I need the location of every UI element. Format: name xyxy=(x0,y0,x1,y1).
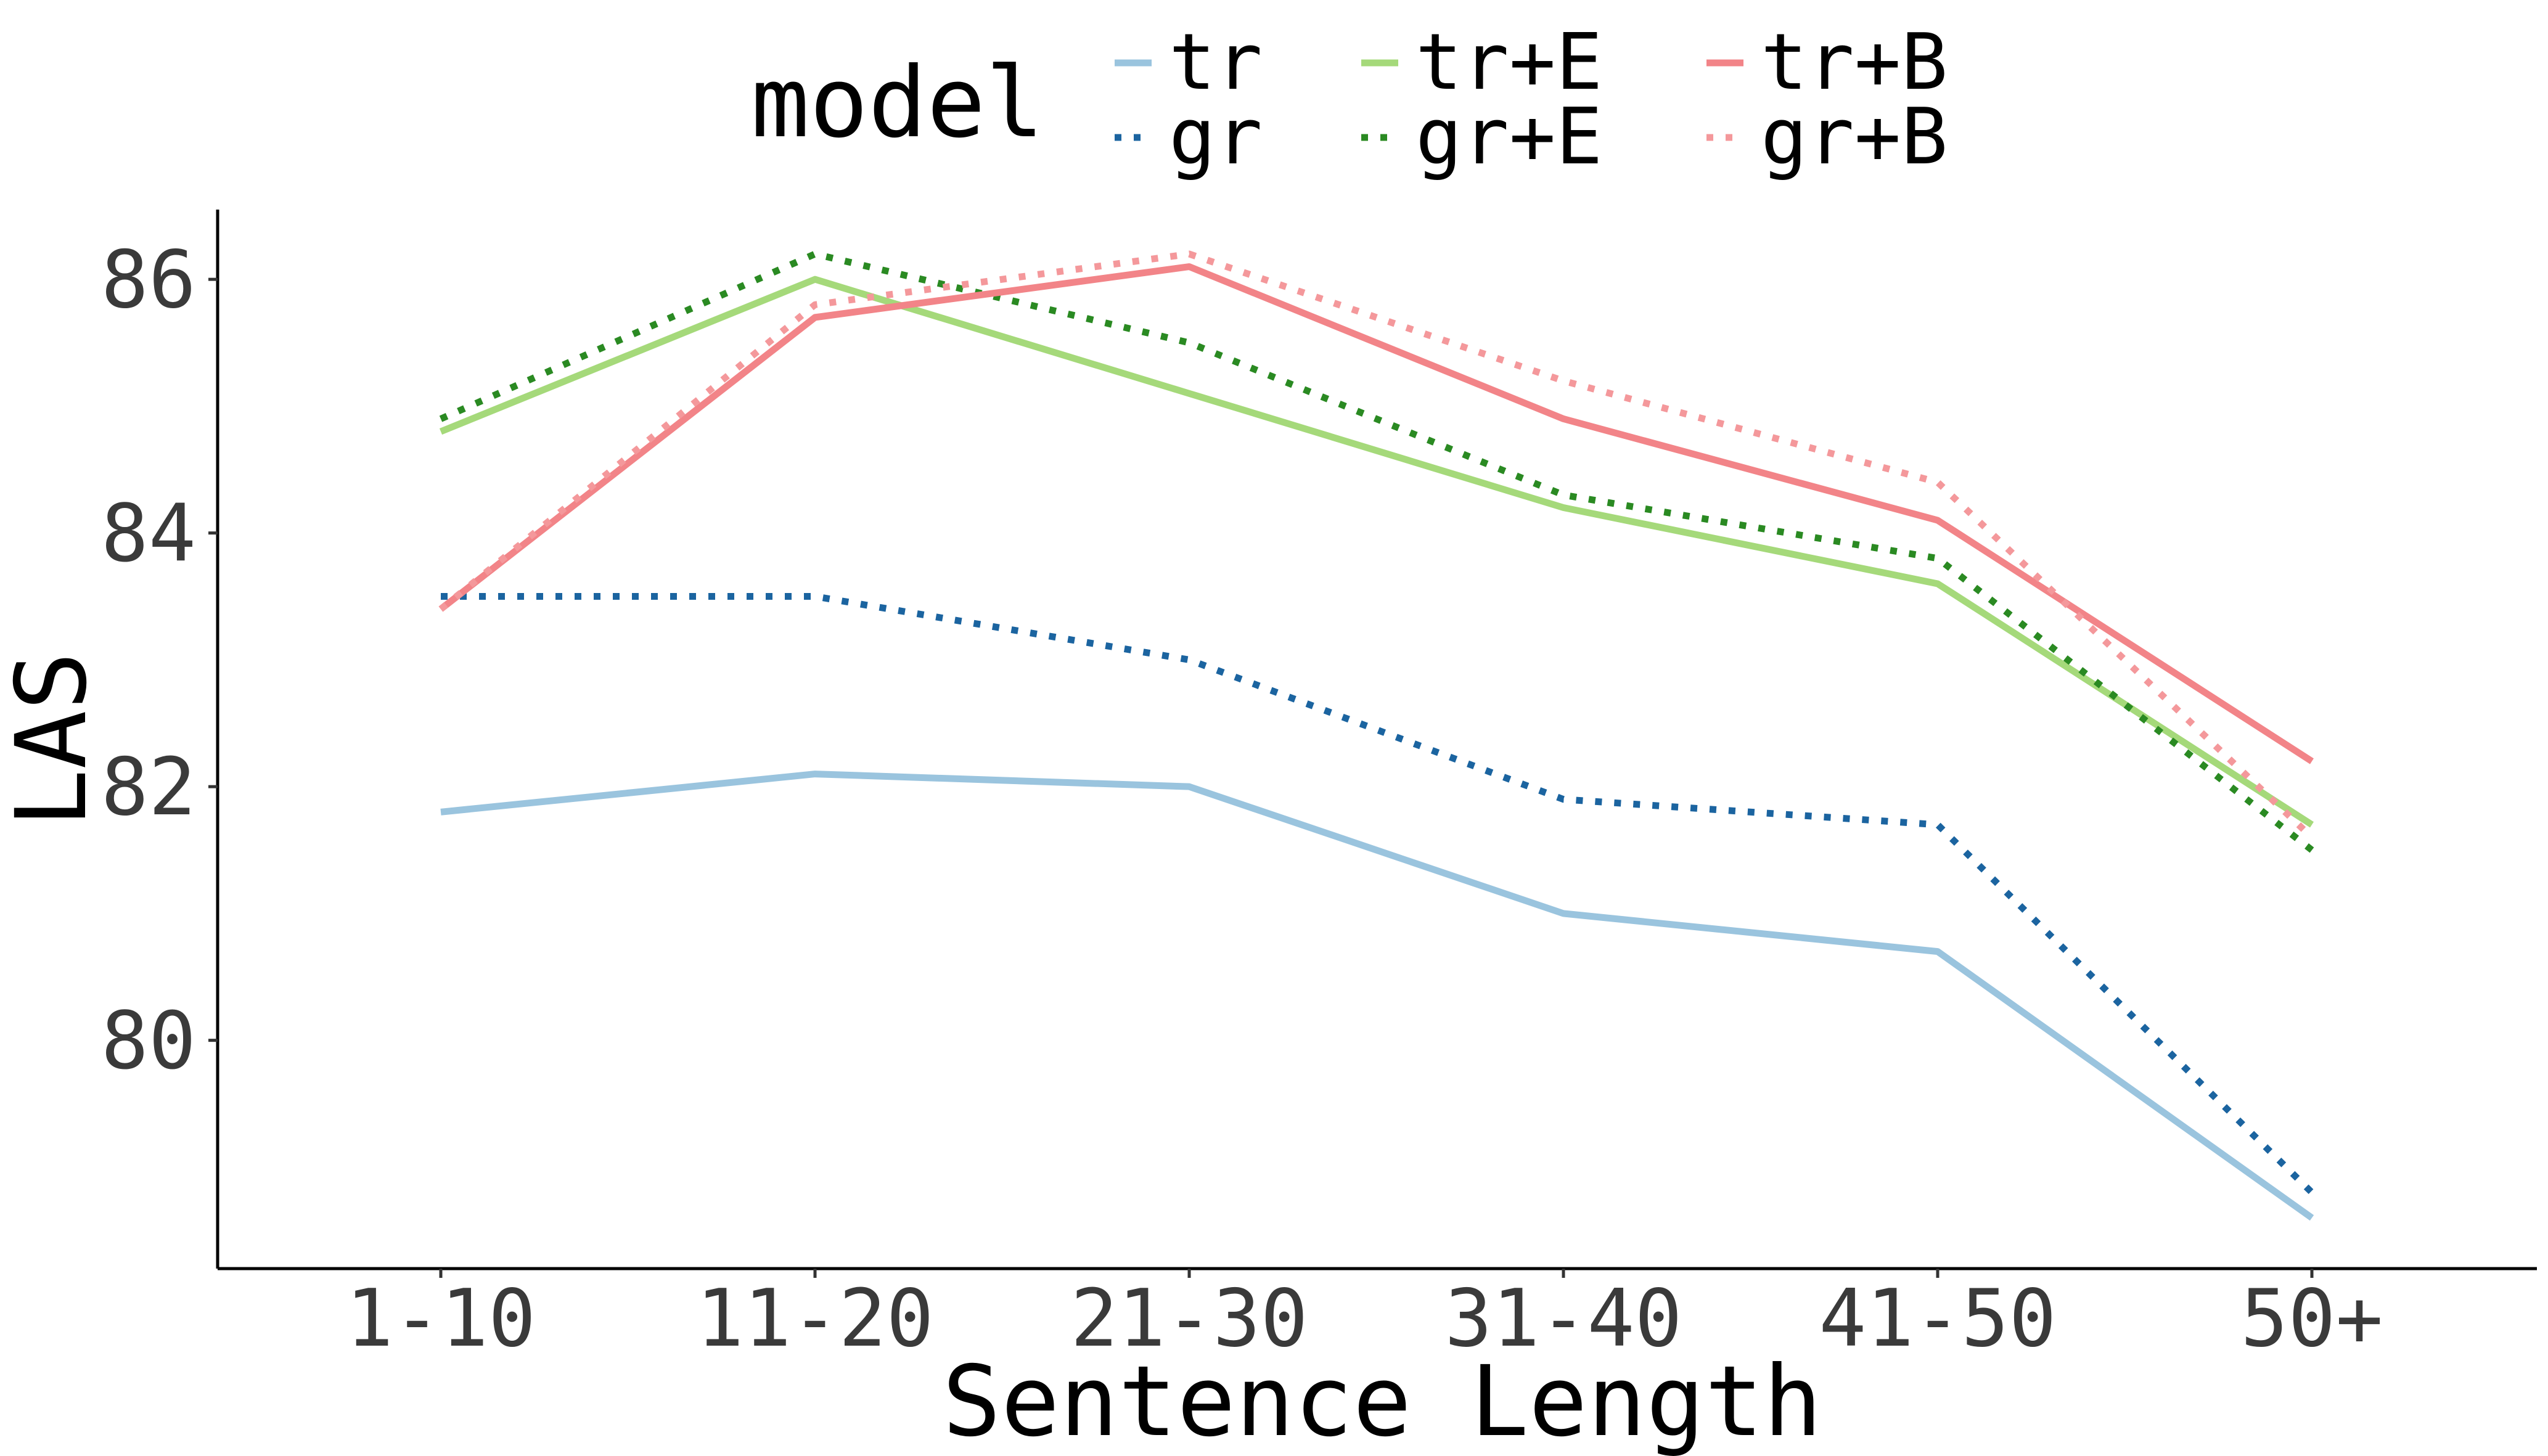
x-tick-label: 21-30 xyxy=(1070,1273,1308,1365)
x-axis-ticks: 1-10 11-20 21-30 31-40 41-50 50+ xyxy=(346,1269,2383,1365)
series-line-gr-plus-b xyxy=(438,250,2314,840)
y-tick-label: 80 xyxy=(101,996,196,1087)
legend-label: gr+E xyxy=(1415,91,1602,182)
y-tick-label: 82 xyxy=(101,742,196,833)
x-tick-label: 41-50 xyxy=(1819,1273,2056,1365)
x-tick-label: 11-20 xyxy=(696,1273,933,1365)
x-tick-label: 31-40 xyxy=(1444,1273,1682,1365)
y-axis-title: LAS xyxy=(0,652,109,827)
y-axis-ticks: 80 82 84 86 xyxy=(101,234,218,1087)
legend-title: model xyxy=(751,46,1044,160)
series-line-tr-plus-b xyxy=(438,263,2314,764)
x-tick-label: 1-10 xyxy=(346,1273,536,1365)
legend-label: tr+E xyxy=(1415,17,1602,107)
series-line-tr-plus-e xyxy=(439,276,2314,828)
y-tick-label: 86 xyxy=(101,234,196,326)
legend-label: tr xyxy=(1169,17,1263,107)
series-line-tr xyxy=(440,771,2314,1221)
series-line-gr-plus-e xyxy=(439,250,2314,853)
x-axis-title: Sentence Length xyxy=(943,1345,1822,1456)
plot-area: 80 82 84 86 1-10 11-20 21-30 31-40 41-50 50+ xyxy=(101,210,2537,1365)
legend-label: tr+B xyxy=(1761,17,1948,107)
x-tick-label: 50+ xyxy=(2240,1273,2383,1365)
legend-label: gr+B xyxy=(1761,91,1948,182)
legend-label: gr xyxy=(1169,91,1263,182)
series-line-gr xyxy=(441,593,2314,1195)
series-layer xyxy=(438,250,2314,1221)
y-tick-label: 84 xyxy=(101,488,196,580)
